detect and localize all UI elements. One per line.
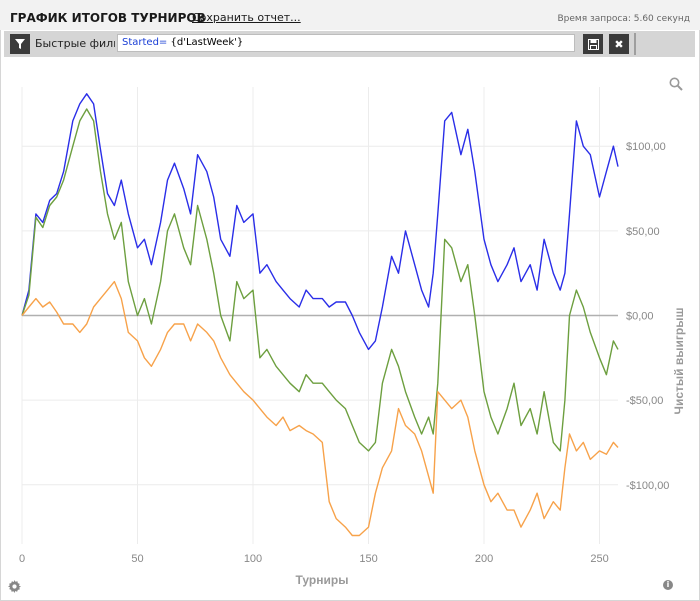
- filter-expression-input[interactable]: Started= {d'LastWeek'}: [117, 34, 575, 52]
- y-tick-label: $0,00: [626, 311, 654, 323]
- x-tick-label: 200: [475, 553, 493, 565]
- floppy-disk-icon: [587, 38, 599, 50]
- save-report-link[interactable]: Сохранить отчет...: [192, 11, 301, 24]
- gear-icon[interactable]: [8, 578, 21, 597]
- quick-filter-label: Быстрые фильт: [35, 37, 115, 50]
- y-tick-label: -$50,00: [626, 395, 663, 407]
- quick-filter-bar: Быстрые фильт Started= {d'LastWeek'} ✖: [4, 31, 695, 57]
- toolbar-divider: [634, 33, 636, 55]
- y-tick-label: -$100,00: [626, 480, 669, 492]
- filter-value: {d'LastWeek'}: [167, 37, 244, 48]
- magnifier-icon[interactable]: [669, 76, 683, 95]
- y-tick-label: $50,00: [626, 226, 660, 238]
- x-axis-ticks: 0 50 100 150 200 250: [19, 553, 609, 565]
- y-axis-label: Чистый выигрыш: [672, 308, 686, 415]
- y-axis-ticks: $100,00 $50,00 $0,00 -$50,00 -$100,00: [626, 141, 669, 492]
- tournament-results-chart: 0 50 100 150 200 250 $100,00 $50,00 $0,00 -$50,0…: [19, 87, 686, 587]
- save-filter-button[interactable]: [583, 34, 603, 54]
- query-time-label: Время запроса: 5.60 секунд: [557, 14, 690, 24]
- series-line-1: [21, 93, 619, 351]
- series-lines: [21, 93, 619, 537]
- close-icon: ✖: [614, 37, 624, 51]
- clear-filter-button[interactable]: ✖: [609, 34, 629, 54]
- x-tick-label: 250: [590, 553, 608, 565]
- x-axis-label: Турниры: [296, 573, 349, 587]
- x-tick-label: 150: [359, 553, 377, 565]
- header-bar: ГРАФИК ИТОГОВ ТУРНИРОВ Сохранить отчет..…: [0, 0, 700, 30]
- x-tick-label: 0: [19, 553, 25, 565]
- info-icon[interactable]: i: [663, 580, 673, 590]
- filter-icon[interactable]: [10, 34, 30, 54]
- series-line-2: [21, 108, 619, 452]
- page-title: ГРАФИК ИТОГОВ ТУРНИРОВ: [10, 11, 206, 25]
- x-tick-label: 50: [131, 553, 143, 565]
- y-tick-label: $100,00: [626, 141, 666, 153]
- x-tick-label: 100: [244, 553, 262, 565]
- filter-keyword: Started=: [122, 37, 168, 48]
- series-line-3: [21, 280, 619, 537]
